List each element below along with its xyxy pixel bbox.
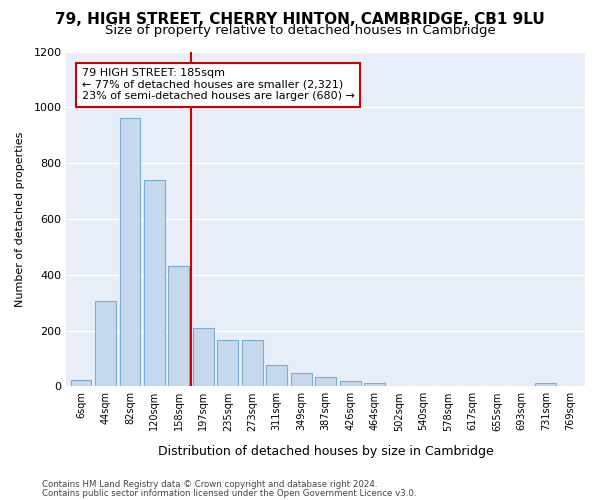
Text: Size of property relative to detached houses in Cambridge: Size of property relative to detached ho…	[104, 24, 496, 37]
Bar	[119, 118, 140, 386]
Bar	[169, 266, 189, 386]
X-axis label: Distribution of detached houses by size in Cambridge: Distribution of detached houses by size …	[158, 444, 494, 458]
Bar	[266, 366, 287, 386]
Bar	[315, 377, 336, 386]
Bar	[144, 180, 165, 386]
Text: Contains HM Land Registry data © Crown copyright and database right 2024.: Contains HM Land Registry data © Crown c…	[42, 480, 377, 489]
Bar	[291, 373, 311, 386]
Text: 79 HIGH STREET: 185sqm
← 77% of detached houses are smaller (2,321)
23% of semi-: 79 HIGH STREET: 185sqm ← 77% of detached…	[82, 68, 355, 102]
Bar	[535, 382, 556, 386]
Bar	[95, 302, 116, 386]
Bar	[217, 340, 238, 386]
Bar	[193, 328, 214, 386]
Y-axis label: Number of detached properties: Number of detached properties	[15, 131, 25, 306]
Text: Contains public sector information licensed under the Open Government Licence v3: Contains public sector information licen…	[42, 488, 416, 498]
Bar	[242, 340, 263, 386]
Text: 79, HIGH STREET, CHERRY HINTON, CAMBRIDGE, CB1 9LU: 79, HIGH STREET, CHERRY HINTON, CAMBRIDG…	[55, 12, 545, 28]
Bar	[340, 382, 361, 386]
Bar	[364, 382, 385, 386]
Bar	[71, 380, 91, 386]
